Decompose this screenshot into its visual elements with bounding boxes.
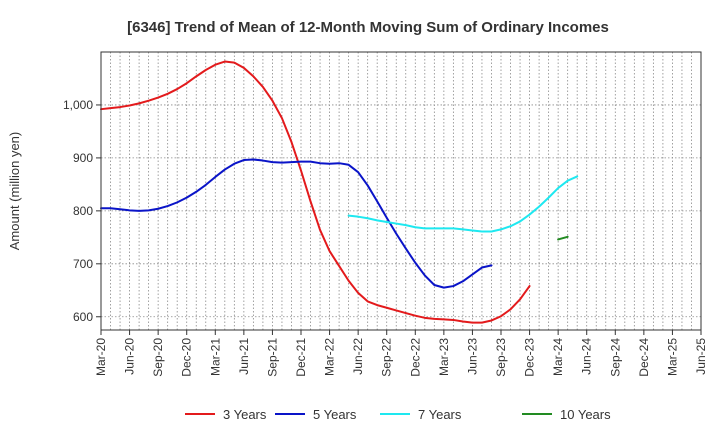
legend-label: 5 Years: [313, 407, 357, 422]
x-tick-label: Sep-23: [494, 338, 508, 377]
series-layer: [100, 60, 579, 324]
chart-title: [6346] Trend of Mean of 12-Month Moving …: [127, 19, 609, 36]
x-tick-label: Dec-20: [180, 338, 194, 377]
legend-label: 3 Years: [223, 407, 267, 422]
series-line-3-years: [100, 60, 531, 324]
y-tick-label: 800: [73, 204, 93, 218]
x-tick-label: Jun-21: [237, 338, 251, 375]
series-line-7-years: [347, 175, 579, 233]
x-tick-label: Mar-20: [94, 338, 108, 376]
x-tick-label: Mar-24: [551, 338, 565, 376]
x-tick-label: Mar-23: [437, 338, 451, 376]
x-tick-label: Dec-22: [408, 338, 422, 377]
x-tick-label: Sep-21: [265, 338, 279, 377]
x-tick-label: Mar-21: [208, 338, 222, 376]
y-axis: 600 700 800 900 1,000: [63, 98, 101, 324]
plot-area-border: [100, 51, 702, 331]
x-tick-label: Jun-20: [123, 338, 137, 375]
series-line-10-years: [557, 235, 569, 241]
x-tick-label: Dec-24: [637, 338, 651, 377]
series-line-5-years: [100, 158, 493, 289]
legend-label: 10 Years: [560, 407, 611, 422]
x-tick-label: Mar-22: [323, 338, 337, 376]
x-tick-label: Jun-23: [465, 338, 479, 375]
x-tick-label: Dec-23: [523, 338, 537, 377]
x-tick-label: Sep-22: [380, 338, 394, 377]
legend-label: 7 Years: [418, 407, 462, 422]
y-axis-label: Amount (million yen): [7, 132, 22, 251]
x-tick-label: Sep-20: [151, 338, 165, 377]
y-tick-label: 600: [73, 310, 93, 324]
x-tick-label: Dec-21: [294, 338, 308, 377]
legend: 3 Years 5 Years 7 Years 10 Years: [185, 407, 611, 422]
x-tick-label: Sep-24: [608, 338, 622, 377]
x-tick-label: Mar-25: [665, 338, 679, 376]
y-tick-label: 700: [73, 257, 93, 271]
x-tick-label: Jun-24: [580, 338, 594, 375]
grid: [100, 52, 702, 330]
x-tick-label: Jun-22: [351, 338, 365, 375]
x-tick-label: Jun-25: [694, 338, 708, 375]
x-axis: Mar-20 Jun-20 Sep-20 Dec-20 Mar-21 Jun-21 Sep-…: [94, 330, 708, 377]
y-tick-label: 1,000: [63, 98, 93, 112]
y-tick-label: 900: [73, 151, 93, 165]
